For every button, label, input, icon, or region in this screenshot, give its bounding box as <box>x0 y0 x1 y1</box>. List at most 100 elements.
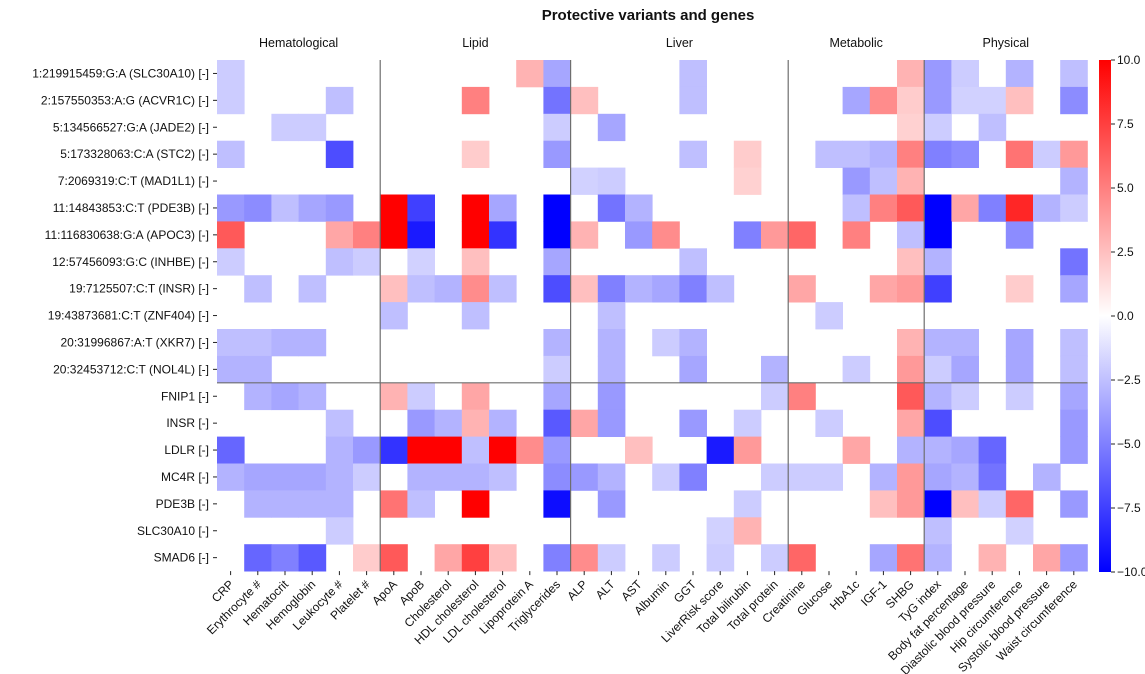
heatmap-cell <box>897 140 925 168</box>
heatmap-cell <box>543 86 571 115</box>
row-label: 7:2069319:C:T (MAD1L1) [-] <box>58 174 209 188</box>
heatmap-cell <box>434 275 463 303</box>
heatmap-cell <box>298 382 327 411</box>
heatmap-cell <box>652 329 680 357</box>
heatmap-cell <box>217 221 245 249</box>
heatmap-cell <box>924 248 952 276</box>
heatmap-cell <box>1060 436 1088 464</box>
heatmap-cell <box>489 436 517 464</box>
heatmap-cell <box>978 463 1007 491</box>
heatmap-cell <box>597 113 626 142</box>
heatmap-cell <box>733 490 762 518</box>
heatmap-cell <box>380 302 408 330</box>
heatmap-cell <box>570 221 599 249</box>
heatmap-cell <box>924 382 952 411</box>
heatmap-cell <box>543 275 571 303</box>
heatmap-cell <box>380 544 408 572</box>
heatmap-cell <box>597 329 626 357</box>
heatmap-cell <box>1033 140 1061 168</box>
heatmap-cell <box>407 275 435 303</box>
heatmap-cell <box>924 436 952 464</box>
group-dividers <box>217 60 1088 572</box>
heatmap-cell <box>652 221 680 249</box>
heatmap-cell <box>244 544 272 572</box>
heatmap-cell <box>298 194 327 222</box>
heatmap-cell <box>380 382 408 411</box>
heatmap-cell <box>217 355 245 384</box>
heatmap-cell <box>1005 355 1034 384</box>
heatmap-cell <box>1033 194 1061 222</box>
heatmap-cell <box>897 329 925 357</box>
heatmap-cell <box>244 382 272 411</box>
heatmap-cell <box>597 490 626 518</box>
heatmap-cell <box>407 221 435 249</box>
heatmap-cell <box>897 463 925 491</box>
column-label: ApoA <box>369 577 400 608</box>
column-label: HbA1c <box>827 577 862 612</box>
heatmap-cell <box>897 86 925 115</box>
heatmap-cell <box>407 490 435 518</box>
heatmap-cell <box>1060 490 1088 518</box>
row-label: 1:219915459:G:A (SLC30A10) [-] <box>32 66 209 80</box>
heatmap-cell <box>842 140 871 168</box>
heatmap-cell <box>597 463 626 491</box>
colorbar-tick-label: 7.5 <box>1117 117 1134 131</box>
heatmap-cell <box>570 544 599 572</box>
heatmap-cell <box>924 221 952 249</box>
heatmap-cell <box>543 248 571 276</box>
heatmap-cell <box>543 113 571 142</box>
column-group-label: Metabolic <box>829 36 883 50</box>
row-label: 19:7125507:C:T (INSR) [-] <box>69 282 209 296</box>
heatmap-cell <box>461 544 490 572</box>
row-label: 12:57456093:G:C (INHBE) [-] <box>52 255 209 269</box>
heatmap-cell <box>325 436 354 464</box>
heatmap-cell <box>353 544 381 572</box>
heatmap-cell <box>869 463 898 491</box>
heatmap-cell <box>543 355 571 384</box>
heatmap-cell <box>924 517 952 545</box>
heatmap-cell <box>978 436 1007 464</box>
heatmap-cell <box>978 544 1007 572</box>
heatmap-cell <box>407 436 435 464</box>
heatmap-cell <box>271 194 299 222</box>
heatmap-cell <box>489 194 517 222</box>
heatmap-cell <box>924 463 952 491</box>
heatmap-cell <box>1005 382 1034 411</box>
heatmap-cell <box>924 329 952 357</box>
heatmap-cell <box>652 463 680 491</box>
heatmap-cell <box>271 544 299 572</box>
heatmap-cell <box>788 275 816 303</box>
heatmap-cell <box>461 490 490 518</box>
heatmap-cell <box>543 463 571 491</box>
row-label: 2:157550353:A:G (ACVR1C) [-] <box>41 93 209 107</box>
heatmap-cell <box>380 221 408 249</box>
colorbar <box>1099 60 1111 572</box>
heatmap-cell <box>489 221 517 249</box>
heatmap-cell <box>597 382 626 411</box>
heatmap-cell <box>217 140 245 168</box>
heatmap-cell <box>897 167 925 195</box>
heatmap-cell <box>543 490 571 518</box>
heatmap-cell <box>679 409 707 437</box>
heatmap-cell <box>1060 355 1088 384</box>
heatmap-cell <box>978 490 1007 518</box>
heatmap-cell <box>625 436 653 464</box>
heatmap-cell <box>679 329 707 357</box>
heatmap-cell <box>461 194 490 222</box>
heatmap-cell <box>461 86 490 115</box>
heatmap-cell <box>1005 517 1034 545</box>
heatmap-cell <box>325 517 354 545</box>
heatmap-cell <box>951 382 979 411</box>
colorbar-tick-label: 0.0 <box>1117 309 1134 323</box>
heatmap-cell <box>597 355 626 384</box>
heatmap-cell <box>244 194 272 222</box>
column-group-labels: Hematological Lipid Liver Metabolic Physical <box>259 36 1029 50</box>
column-label: ALT <box>593 577 618 602</box>
heatmap-cell <box>597 409 626 437</box>
heatmap-cell <box>951 60 979 88</box>
heatmap-cell <box>434 436 463 464</box>
row-label: 19:43873681:C:T (ZNF404) [-] <box>48 309 209 323</box>
row-label: INSR [-] <box>166 416 209 430</box>
heatmap-cell <box>298 463 327 491</box>
